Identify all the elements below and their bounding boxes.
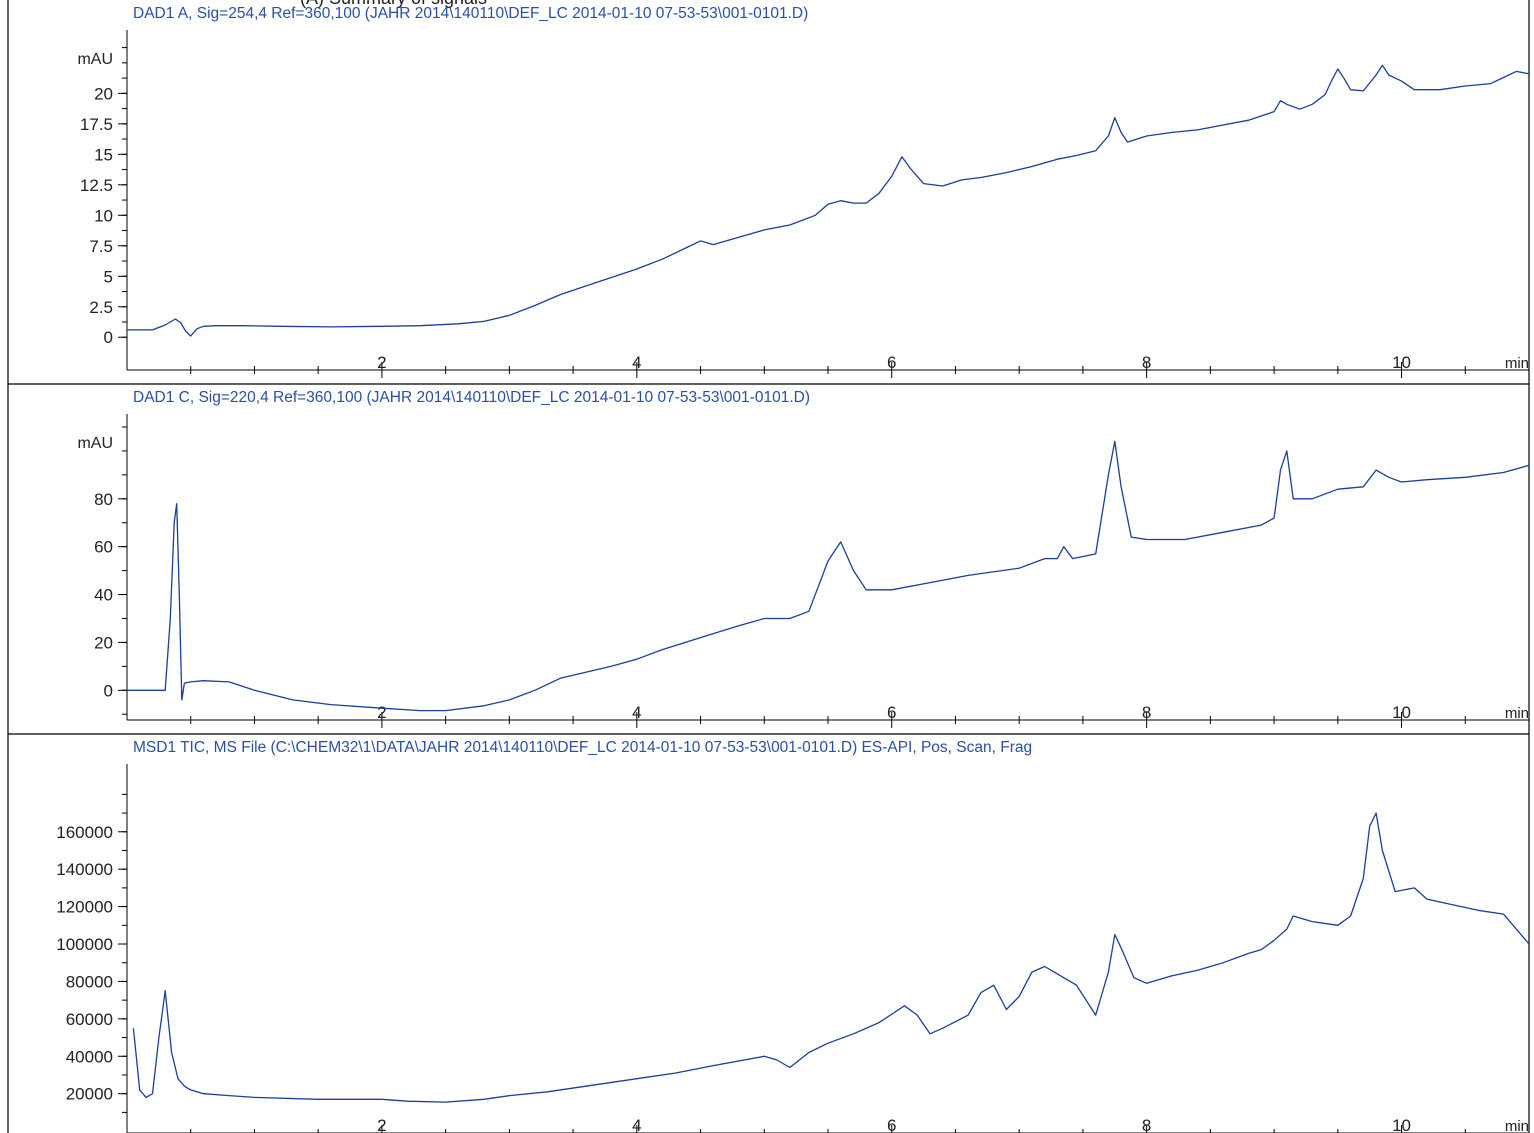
x-tick-label: 10 bbox=[1392, 703, 1411, 722]
chart-title: DAD1 A, Sig=254,4 Ref=360,100 (JAHR 2014… bbox=[133, 5, 808, 22]
signal-trace bbox=[132, 812, 1530, 1103]
y-tick-label: 17.5 bbox=[80, 115, 113, 134]
x-tick-label: 6 bbox=[887, 703, 896, 722]
x-tick-label: 2 bbox=[377, 1116, 386, 1133]
y-tick-label: 120000 bbox=[56, 898, 113, 917]
x-tick-label: 2 bbox=[377, 703, 386, 722]
y-tick-label: 0 bbox=[104, 681, 113, 700]
x-tick-label: 4 bbox=[632, 1116, 641, 1133]
y-tick-label: 2.5 bbox=[89, 298, 113, 317]
x-tick-label: 4 bbox=[632, 353, 641, 372]
x-axis-unit: min bbox=[1505, 1118, 1529, 1133]
cut-header-text: (A) Summary of signals bbox=[300, 0, 487, 9]
chart-title: MSD1 TIC, MS File (C:\CHEM32\1\DATA\JAHR… bbox=[133, 739, 1032, 756]
y-tick-label: 140000 bbox=[56, 860, 113, 879]
x-axis-unit: min bbox=[1505, 705, 1529, 722]
y-tick-label: 100000 bbox=[56, 935, 113, 954]
y-tick-label: 20000 bbox=[66, 1085, 113, 1104]
x-tick-label: 2 bbox=[377, 353, 386, 372]
y-tick-label: 40000 bbox=[66, 1047, 113, 1066]
x-tick-label: 6 bbox=[887, 1116, 896, 1133]
y-tick-label: 20 bbox=[94, 633, 113, 652]
y-tick-label: 10 bbox=[94, 206, 113, 225]
x-tick-label: 10 bbox=[1392, 1116, 1411, 1133]
y-axis-unit: mAU bbox=[77, 51, 113, 68]
x-tick-label: 8 bbox=[1142, 703, 1151, 722]
chart-panel-3: MSD1 TIC, MS File (C:\CHEM32\1\DATA\JAHR… bbox=[7, 733, 1530, 1133]
y-tick-label: 20 bbox=[94, 84, 113, 103]
x-tick-label: 6 bbox=[887, 353, 896, 372]
x-axis-unit: min bbox=[1505, 355, 1529, 372]
x-tick-label: 10 bbox=[1392, 353, 1411, 372]
y-tick-label: 5 bbox=[104, 267, 113, 286]
y-tick-label: 0 bbox=[104, 328, 113, 347]
x-tick-label: 8 bbox=[1142, 353, 1151, 372]
signal-trace bbox=[127, 440, 1530, 712]
chart-panel-2: DAD1 C, Sig=220,4 Ref=360,100 (JAHR 2014… bbox=[7, 383, 1530, 734]
y-tick-label: 15 bbox=[94, 145, 113, 164]
x-tick-label: 4 bbox=[632, 703, 641, 722]
y-axis-unit: mAU bbox=[77, 435, 113, 452]
y-tick-label: 60000 bbox=[66, 1010, 113, 1029]
y-tick-label: 12.5 bbox=[80, 176, 113, 195]
y-tick-label: 80000 bbox=[66, 972, 113, 991]
y-tick-label: 40 bbox=[94, 586, 113, 605]
y-tick-label: 80 bbox=[94, 490, 113, 509]
chart-title: DAD1 C, Sig=220,4 Ref=360,100 (JAHR 2014… bbox=[133, 389, 810, 406]
signal-trace bbox=[127, 64, 1530, 337]
chart-panel-1: DAD1 A, Sig=254,4 Ref=360,100 (JAHR 2014… bbox=[7, 0, 1530, 384]
y-tick-label: 7.5 bbox=[89, 237, 113, 256]
x-tick-label: 8 bbox=[1142, 1116, 1151, 1133]
y-tick-label: 60 bbox=[94, 538, 113, 557]
y-tick-label: 160000 bbox=[56, 823, 113, 842]
